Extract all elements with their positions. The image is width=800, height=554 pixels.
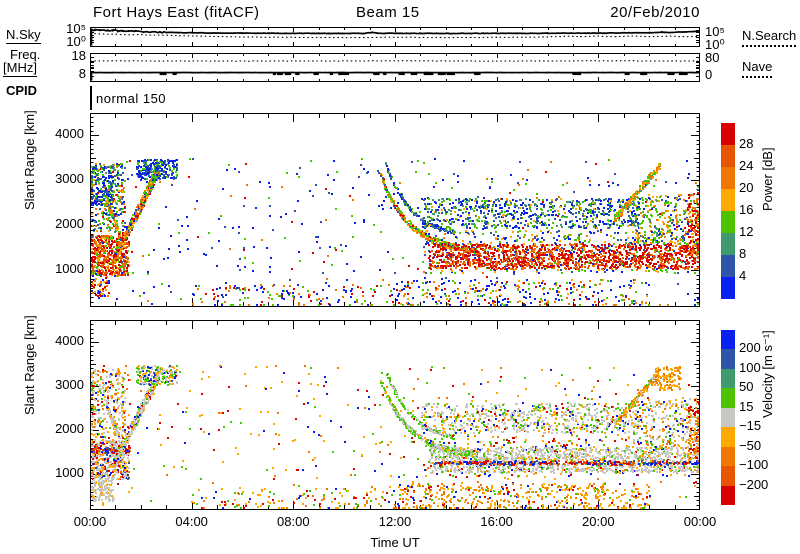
velocity-range-tick-label: 1000 bbox=[55, 464, 84, 480]
noise-scale-bottom-right: 10⁰ bbox=[705, 37, 725, 52]
velocity-colorbar-segment bbox=[721, 330, 735, 350]
power-colorbar-segment bbox=[721, 233, 735, 255]
power-range-tick-label: 2000 bbox=[55, 216, 84, 232]
velocity-colorbar-segment bbox=[721, 466, 735, 486]
power-colorbar-tick-label: 24 bbox=[739, 158, 754, 173]
power-colorbar-segment bbox=[721, 277, 735, 299]
velocity-colorbar-segment bbox=[721, 485, 735, 505]
velocity-colorbar-segment bbox=[721, 368, 735, 389]
velocity-range-tick-label: 2000 bbox=[55, 420, 84, 436]
time-tick-label: 16:00 bbox=[480, 514, 513, 529]
power-range-tick-label: 1000 bbox=[55, 261, 84, 277]
velocity-range-tick-label: 3000 bbox=[55, 376, 84, 392]
freq-legend-units: [MHz] bbox=[3, 60, 37, 77]
power-colorbar-segment bbox=[721, 145, 735, 167]
velocity-colorbar-tick-label: 50 bbox=[739, 379, 754, 395]
cpid-value: normal 150 bbox=[96, 91, 167, 106]
power-colorbar-tick-label: 20 bbox=[739, 180, 754, 195]
nave-legend-text: Nave bbox=[742, 60, 773, 78]
freq-nave-panel-plot bbox=[90, 53, 700, 82]
power-colorbar-segment bbox=[721, 255, 735, 277]
power-colorbar-segment bbox=[721, 167, 735, 189]
cpid-legend: CPID bbox=[6, 83, 38, 98]
velocity-colorbar-tick-label: 15 bbox=[739, 398, 754, 414]
freq-legend-line1: Freq. bbox=[10, 47, 41, 62]
velocity-colorbar-tick-label: 200 bbox=[739, 340, 761, 356]
power-rti-plot bbox=[90, 113, 700, 307]
nsearch-legend-text: N.Search bbox=[742, 29, 797, 47]
nave-scale-bottom: 0 bbox=[705, 67, 713, 82]
nsky-legend: N.Sky bbox=[6, 28, 41, 44]
power-colorbar-segment bbox=[721, 123, 735, 145]
velocity-colorbar-segment bbox=[721, 349, 735, 369]
velocity-range-tick-label: 4000 bbox=[55, 332, 84, 348]
velocity-colorbar bbox=[721, 330, 735, 505]
noise-scale-top-right: 10⁵ bbox=[705, 24, 725, 39]
noise-panel-plot bbox=[90, 27, 700, 47]
nave-scale-top: 80 bbox=[705, 50, 720, 65]
power-colorbar-tick-label: 12 bbox=[739, 224, 754, 239]
time-tick-label: 00:00 bbox=[683, 514, 717, 529]
freq-scale-top: 18 bbox=[71, 48, 86, 63]
power-colorbar-tick-label: 28 bbox=[739, 136, 754, 151]
time-tick-label: 00:00 bbox=[73, 514, 107, 529]
velocity-colorbar-segment bbox=[721, 446, 735, 467]
power-colorbar-segment bbox=[721, 211, 735, 233]
velocity-colorbar-tick-label: −100 bbox=[739, 457, 769, 473]
velocity-rti-plot bbox=[90, 320, 700, 510]
cpid-axis-tick bbox=[90, 86, 92, 110]
time-tick-label: 08:00 bbox=[277, 514, 310, 529]
time-tick-label: 20:00 bbox=[582, 514, 615, 529]
noise-scale-bottom-left: 10⁰ bbox=[66, 34, 86, 49]
beam-label: Beam 15 bbox=[356, 4, 420, 21]
velocity-colorbar-tick-label: −50 bbox=[739, 437, 762, 453]
power-colorbar-tick-label: 16 bbox=[739, 202, 754, 217]
velocity-colorbar-tick-label: 100 bbox=[739, 359, 761, 375]
velocity-colorbar-segment bbox=[721, 388, 735, 408]
power-colorbar-tick-label: 4 bbox=[739, 268, 747, 283]
power-range-tick-label: 4000 bbox=[55, 126, 84, 142]
time-tick-label: 12:00 bbox=[378, 514, 412, 529]
freq-legend-line2: [MHz] bbox=[3, 61, 37, 77]
power-colorbar-tick-label: 8 bbox=[739, 246, 747, 261]
velocity-colorbar-segment bbox=[721, 427, 735, 447]
noise-scale-top-left: 10⁵ bbox=[66, 21, 86, 36]
power-colorbar-segment bbox=[721, 189, 735, 211]
time-axis-title: Time UT bbox=[370, 535, 420, 550]
velocity-colorbar-tick-label: −200 bbox=[739, 476, 769, 492]
velocity-colorbar-segment bbox=[721, 407, 735, 428]
freq-scale-bottom: 8 bbox=[78, 66, 86, 81]
nave-legend: Nave bbox=[742, 60, 773, 78]
nsky-legend-text: N.Sky bbox=[6, 27, 41, 44]
date-label: 20/Feb/2010 bbox=[610, 4, 700, 21]
power-colorbar bbox=[721, 123, 735, 299]
nsearch-legend: N.Search bbox=[742, 29, 797, 47]
velocity-colorbar-tick-label: −15 bbox=[739, 418, 762, 434]
time-tick-label: 04:00 bbox=[175, 514, 208, 529]
power-range-tick-label: 3000 bbox=[55, 171, 84, 187]
page-title: Fort Hays East (fitACF) bbox=[93, 4, 260, 21]
